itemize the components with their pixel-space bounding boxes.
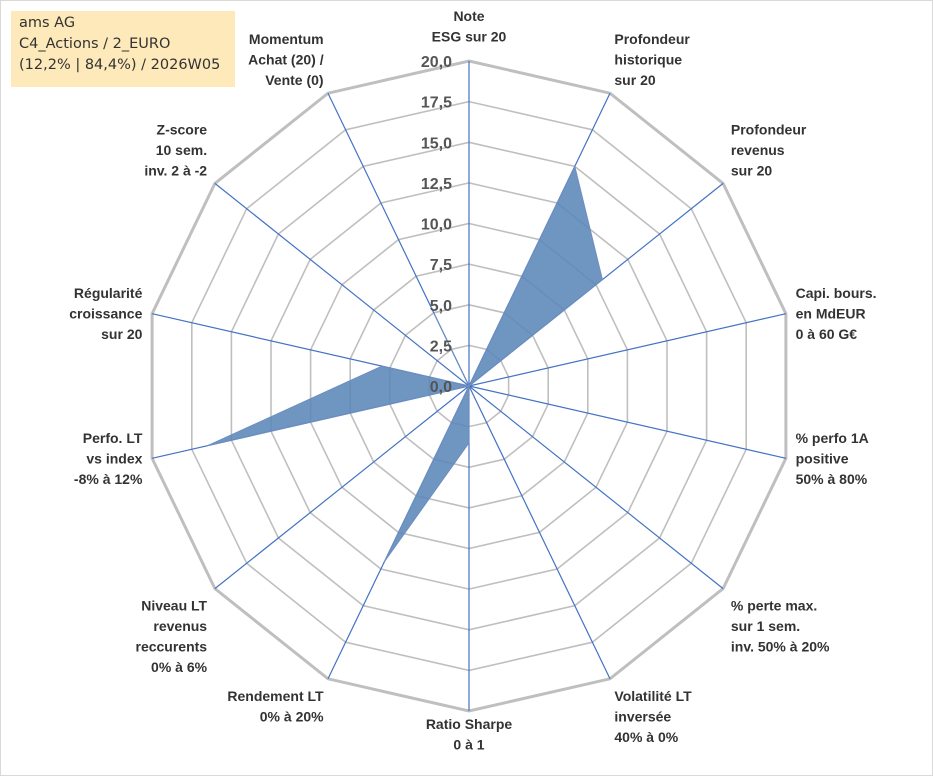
axis-label-line: sur 20 — [614, 72, 655, 88]
portfolio-label: C4_Actions / 2_EURO — [19, 36, 171, 52]
axis-label-line: Note — [453, 8, 484, 24]
axis-label-line: 10 sem. — [156, 142, 207, 158]
tick-label: 20,0 — [421, 54, 452, 71]
axis-spoke — [468, 385, 787, 459]
tick-label: 0,0 — [430, 379, 452, 396]
axis-label: Note ESG sur 20 — [432, 8, 507, 45]
axis-label-line: Achat (20) / — [248, 52, 324, 68]
axis-label: Niveau LT revenus reccurents 0% à 6% — [136, 598, 208, 676]
axis-label-line: sur 1 sem. — [731, 618, 800, 634]
tick-label: 10,0 — [421, 217, 452, 234]
info-box: ams AG C4_Actions / 2_EURO (12,2% | 84,4… — [11, 11, 235, 87]
data-point — [468, 385, 471, 388]
axis-label-line: 0% à 6% — [151, 659, 208, 675]
axis-label-line: Niveau LT — [141, 598, 207, 614]
axis-spoke — [214, 385, 470, 590]
axis-label-line: revenus — [731, 142, 785, 158]
axis-label-line: % perfo 1A — [796, 430, 869, 446]
axis-label-line: Vente (0) — [265, 72, 323, 88]
axis-label: Ratio Sharpe 0 à 1 — [426, 716, 513, 753]
axis-label-line: Perfo. LT — [83, 430, 143, 446]
series-area — [207, 164, 603, 562]
data-point — [383, 560, 386, 563]
axis-label-line: Momentum — [249, 31, 324, 47]
axis-label-line: -8% à 12% — [74, 471, 143, 487]
tick-label: 7,5 — [430, 257, 452, 274]
axis-label-line: croissance — [69, 306, 142, 322]
axis-label-line: Volatilité LT — [614, 688, 692, 704]
axis-label: Profondeur historique sur 20 — [614, 31, 690, 88]
data-point — [380, 365, 383, 368]
axis-label-line: 40% à 0% — [614, 729, 678, 745]
tick-label: 12,5 — [421, 176, 452, 193]
axis-spoke — [468, 313, 787, 387]
data-point — [206, 444, 209, 447]
axis-label: Volatilité LT inversée 40% à 0% — [614, 688, 692, 745]
axis-label: Profondeur revenus sur 20 — [731, 121, 807, 178]
axis-label-line: positive — [796, 450, 849, 466]
axis-label-line: Z-score — [157, 121, 208, 137]
axis-label-line: Profondeur — [614, 31, 690, 47]
axis-label-line: Régularité — [74, 285, 143, 301]
axis-label-line: Ratio Sharpe — [426, 716, 513, 732]
tick-label: 15,0 — [421, 135, 452, 152]
axis-label-line: Capi. bours. — [796, 285, 877, 301]
axis-label: Z-score 10 sem. inv. 2 à -2 — [144, 121, 207, 178]
axis-spoke — [214, 182, 470, 387]
axis-label: % perte max. sur 1 sem. inv. 50% à 20% — [731, 598, 830, 655]
axis-label-line: sur 20 — [731, 162, 772, 178]
axis-label-line: 0 à 1 — [453, 737, 484, 753]
axis-label: Perfo. LT vs index -8% à 12% — [74, 430, 143, 487]
axis-spoke — [468, 385, 724, 590]
axis-label: Rendement LT 0% à 20% — [227, 688, 324, 725]
axis-label-line: vs index — [86, 450, 142, 466]
company-name: ams AG — [19, 15, 76, 31]
axis-label: Capi. bours. en MdEUR 0 à 60 G€ — [796, 285, 877, 342]
tick-label: 5,0 — [430, 298, 452, 315]
axis-label: % perfo 1A positive 50% à 80% — [796, 430, 869, 487]
axis-label-line: 0 à 60 G€ — [796, 326, 858, 342]
axis-label-line: inv. 50% à 20% — [731, 639, 830, 655]
axis-label: Momentum Achat (20) / Vente (0) — [248, 31, 324, 88]
axis-label-line: 0% à 20% — [260, 708, 324, 724]
axis-label-line: inversée — [614, 708, 671, 724]
axis-label-line: en MdEUR — [796, 306, 866, 322]
data-point — [468, 441, 471, 444]
axis-label-line: Profondeur — [731, 121, 807, 137]
axis-label: Régularité croissance sur 20 — [69, 285, 142, 342]
axis-label-line: Rendement LT — [227, 688, 324, 704]
axis-label-line: historique — [614, 52, 682, 68]
axis-label-line: sur 20 — [101, 326, 142, 342]
axis-spoke — [468, 385, 611, 680]
axis-label-line: revenus — [153, 618, 207, 634]
portfolio-stats: (12,2% | 84,4%) / 2026W05 — [19, 57, 221, 73]
axis-label-line: 50% à 80% — [796, 471, 868, 487]
axis-label-line: % perte max. — [731, 598, 817, 614]
tick-label: 2,5 — [430, 338, 452, 355]
axis-label-line: ESG sur 20 — [432, 29, 507, 45]
axis-label-line: inv. 2 à -2 — [144, 162, 207, 178]
tick-label: 17,5 — [421, 95, 452, 112]
data-point — [573, 165, 576, 168]
data-point — [601, 278, 604, 281]
axis-label-line: reccurents — [136, 639, 208, 655]
